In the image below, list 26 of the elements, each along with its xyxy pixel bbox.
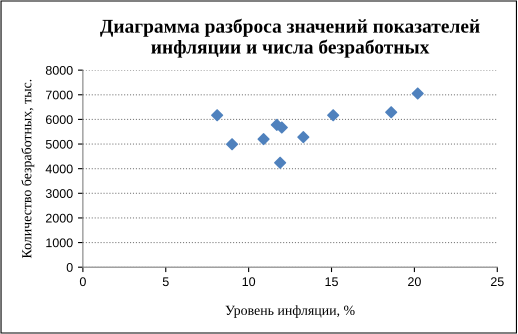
point	[274, 156, 286, 169]
point	[211, 109, 224, 122]
x-tick-label: 10	[242, 277, 256, 286]
point	[412, 87, 424, 100]
point	[327, 109, 340, 122]
y-tick-label: 0	[66, 263, 73, 272]
y-axis-title: Количество безработных, тыс.	[21, 80, 34, 258]
x-tick-label: 25	[490, 277, 504, 286]
x-tick-label: 20	[408, 277, 421, 286]
y-tick-label: 5000	[46, 140, 73, 149]
y-tick-label: 8000	[46, 66, 73, 75]
point	[297, 131, 310, 144]
x-tick-label: 15	[326, 277, 338, 286]
y-tick-label: 7000	[46, 90, 73, 100]
y-tick-label: 3000	[46, 189, 73, 198]
point	[257, 133, 270, 146]
chart-title: Диаграмма разброса значений показателей инфляции и числа безработных	[100, 18, 480, 58]
y-tick-label: 6000	[46, 115, 73, 124]
y-tick-label: 1000	[46, 238, 73, 248]
point	[385, 106, 398, 118]
point	[226, 138, 238, 150]
x-tick-label: 5	[162, 277, 169, 286]
y-tick-label: 4000	[46, 164, 73, 174]
x-tick-label: 0	[80, 277, 86, 286]
x-axis-title: Уровень инфляции, %	[226, 305, 355, 318]
y-tick-label: 2000	[46, 214, 73, 223]
